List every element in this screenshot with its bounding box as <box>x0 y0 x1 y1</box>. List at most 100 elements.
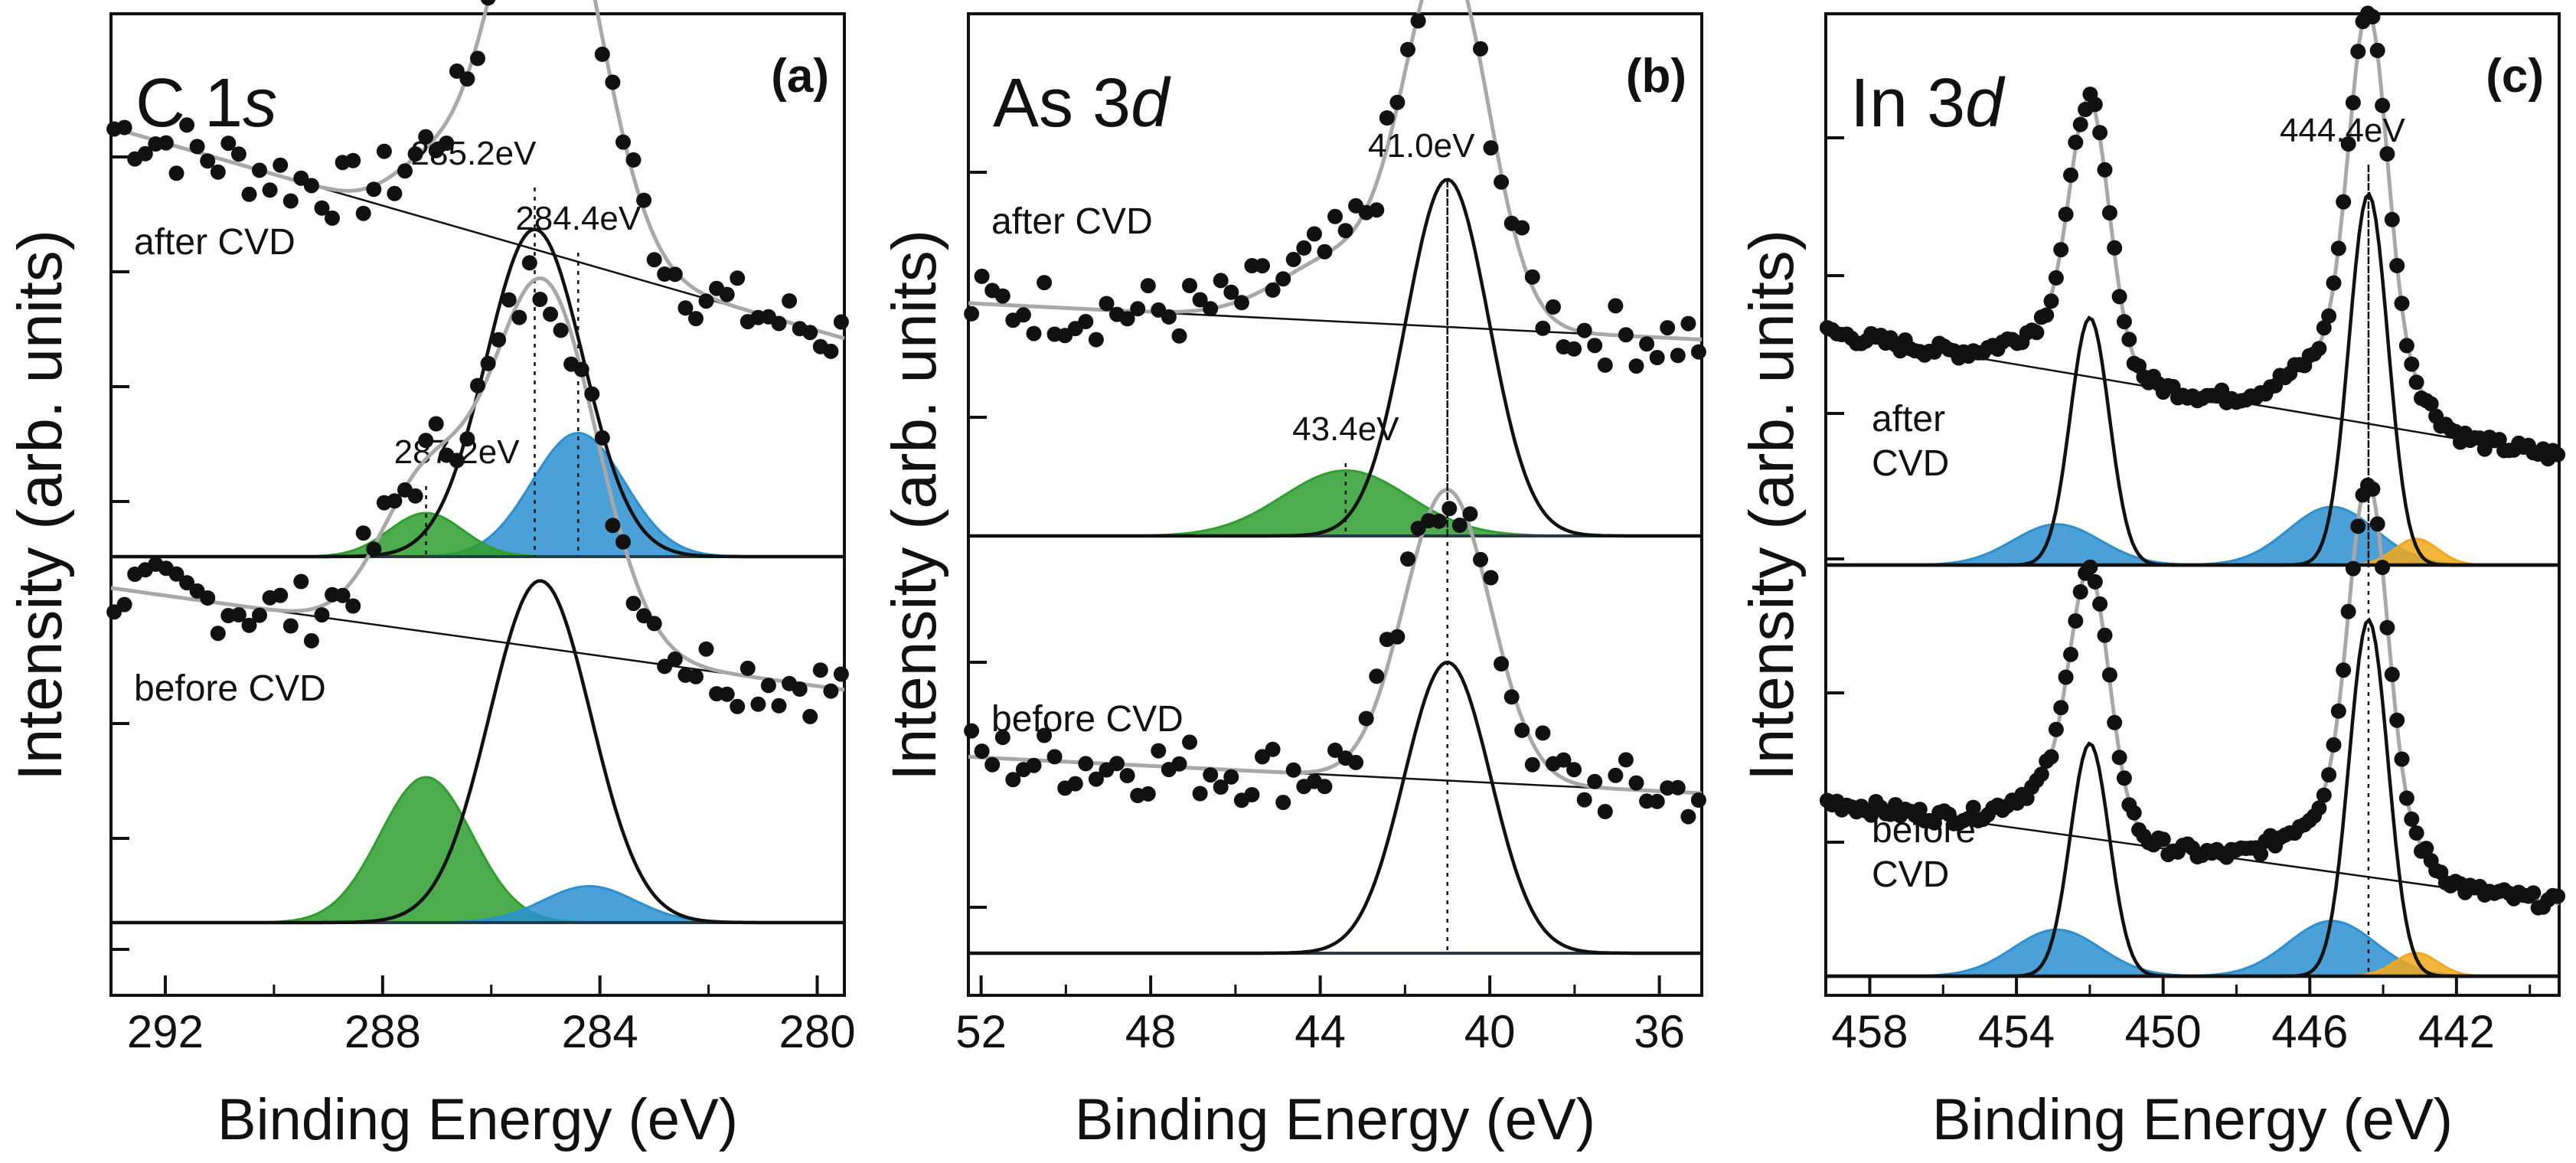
panel-a: 292 288 284 280 Binding Energy (eV) C 1s (a) 28… <box>106 0 856 1152</box>
data-point <box>1587 338 1603 354</box>
data-point <box>1441 501 1458 517</box>
data-point <box>2097 162 2113 178</box>
data-point <box>252 607 267 623</box>
data-point <box>418 433 434 449</box>
data-point <box>282 193 299 209</box>
data-point <box>1223 769 1239 785</box>
data-point <box>137 145 153 162</box>
data-point <box>2525 885 2542 901</box>
data-point <box>2092 125 2108 141</box>
data-point <box>1494 174 1510 190</box>
data-point <box>345 598 361 614</box>
data-point <box>2365 8 2381 25</box>
data-point <box>397 163 413 179</box>
data-point <box>2121 332 2137 348</box>
condition-label: after CVD <box>134 222 295 263</box>
data-point <box>1628 775 1644 791</box>
data-point <box>116 119 132 136</box>
data-point <box>792 681 808 697</box>
data-point <box>1431 513 1447 529</box>
data-point <box>1690 344 1706 360</box>
x-tick-label: 48 <box>1125 1006 1177 1057</box>
peak-label: 284.4eV <box>515 200 642 237</box>
panel-title-main: In 3 <box>1850 65 1965 142</box>
data-point <box>2092 596 2108 612</box>
data-point <box>2384 666 2400 682</box>
data-point <box>230 607 246 622</box>
data-point <box>335 587 351 603</box>
data-point <box>262 182 278 198</box>
data-point <box>1182 278 1197 293</box>
data-point <box>812 662 828 678</box>
data-point <box>1015 307 1031 323</box>
data-point <box>2550 446 2566 462</box>
data-point <box>1400 41 1415 57</box>
data-point <box>2111 750 2127 766</box>
x-tick-label: 442 <box>2418 1006 2495 1057</box>
data-point <box>2107 240 2123 256</box>
data-point <box>2336 194 2352 210</box>
fit-envelope <box>110 0 845 341</box>
data-point <box>2097 627 2113 643</box>
data-point <box>605 74 621 90</box>
data-point <box>1639 336 1655 352</box>
panel-title: In 3d <box>1850 65 2006 142</box>
data-point <box>325 210 340 226</box>
data-point <box>625 152 642 168</box>
data-point <box>2043 293 2059 309</box>
data-point <box>1088 771 1104 787</box>
y-axis-label-panel-2: Intensity (arb. units) <box>880 230 949 781</box>
data-point <box>584 386 600 402</box>
data-point <box>376 143 392 159</box>
data-point <box>2107 714 2123 730</box>
data-point <box>730 270 746 286</box>
data-point <box>1171 756 1187 772</box>
data-point <box>1348 754 1364 770</box>
data-point <box>1317 243 1333 260</box>
data-point <box>345 152 361 168</box>
data-point <box>501 292 517 308</box>
data-point <box>1026 325 1042 341</box>
data-point <box>2408 374 2424 390</box>
data-point <box>459 71 475 87</box>
data-point <box>2398 790 2414 806</box>
data-point <box>1483 140 1499 156</box>
component-curve <box>968 660 1702 956</box>
data-point <box>730 698 746 714</box>
data-point <box>521 255 537 271</box>
data-point <box>1597 804 1613 819</box>
data-point <box>2316 320 2332 336</box>
panel-title: As 3d <box>993 65 1171 142</box>
data-point <box>2029 325 2045 341</box>
data-point <box>1576 322 1592 338</box>
data-point <box>1140 278 1156 294</box>
data-point <box>355 525 371 541</box>
data-point <box>2111 289 2127 305</box>
data-point <box>2330 240 2346 256</box>
data-point <box>2316 787 2332 803</box>
data-point <box>823 683 839 699</box>
data-point <box>2048 270 2064 286</box>
data-point <box>2398 338 2414 354</box>
data-point <box>2155 831 2171 848</box>
data-point <box>2311 341 2327 357</box>
data-point <box>1514 220 1530 236</box>
plot-frame <box>1824 12 2561 997</box>
y-axis-label-panel-3: Intensity (arb. units) <box>1737 230 1807 781</box>
data-point <box>750 696 766 712</box>
data-point <box>2326 737 2342 753</box>
data-point <box>802 708 818 724</box>
data-point <box>1255 258 1270 274</box>
data-point <box>1628 358 1644 374</box>
panel-title-orbital: s <box>243 65 277 142</box>
data-point <box>470 377 485 394</box>
data-point <box>1327 742 1343 758</box>
data-point <box>1192 292 1208 308</box>
data-point <box>168 566 184 582</box>
data-point <box>2087 96 2103 113</box>
data-point <box>2082 559 2098 575</box>
data-point <box>1451 518 1468 533</box>
data-point <box>470 51 485 67</box>
data-point <box>1182 734 1197 750</box>
